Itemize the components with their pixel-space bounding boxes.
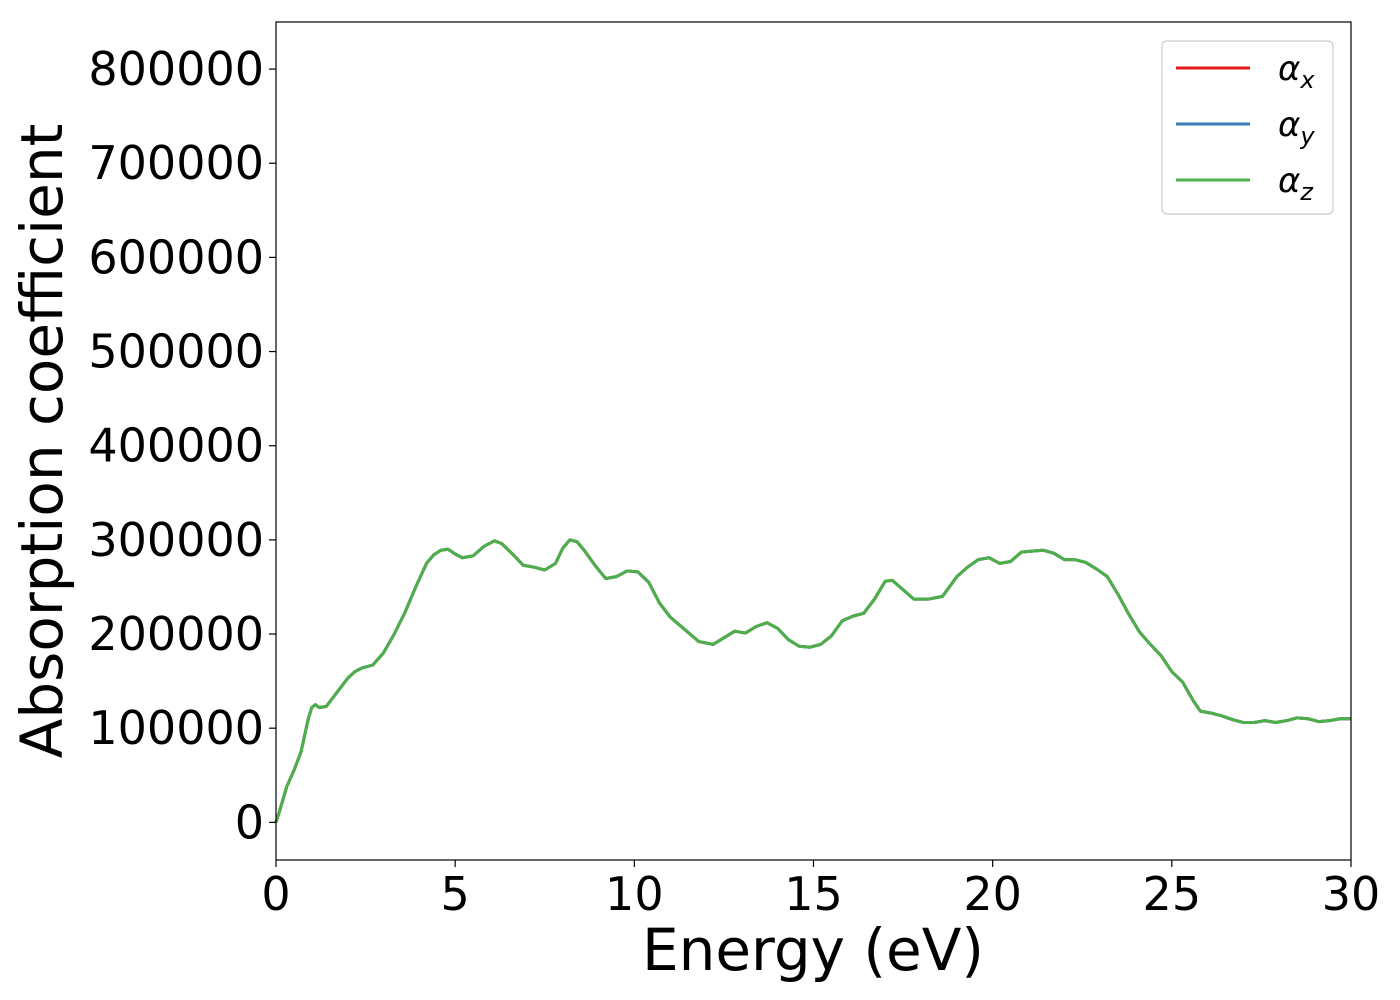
y-tick-label: 0 bbox=[235, 795, 264, 849]
y-tick-label: 200000 bbox=[88, 607, 264, 661]
x-tick-label: 20 bbox=[963, 867, 1022, 921]
legend: αx αy αz bbox=[1161, 40, 1334, 215]
x-tick-label: 15 bbox=[784, 867, 843, 921]
series-layer bbox=[274, 538, 1351, 823]
legend-box bbox=[1161, 40, 1334, 215]
x-tick-label: 0 bbox=[261, 867, 290, 921]
x-tick-label: 5 bbox=[441, 867, 470, 921]
y-tick-label: 600000 bbox=[88, 230, 264, 284]
y-tick-label: 500000 bbox=[88, 325, 264, 379]
legend-entries: αx αy αz bbox=[1176, 49, 1315, 206]
legend-label-y: αy bbox=[1278, 105, 1315, 150]
y-axis-ticks: 0 100000 200000 300000 400000 500000 600000 700… bbox=[88, 42, 276, 849]
series-line-z bbox=[274, 538, 1351, 823]
x-axis-ticks: 0 5 10 15 20 25 30 bbox=[261, 860, 1380, 921]
y-tick-label: 700000 bbox=[88, 136, 264, 190]
x-axis-label: Energy (eV) bbox=[642, 916, 984, 984]
y-axis-label: Absorption coefficient bbox=[8, 124, 76, 759]
legend-label-x: αx bbox=[1278, 49, 1315, 94]
y-tick-label: 300000 bbox=[88, 513, 264, 567]
x-tick-label: 10 bbox=[605, 867, 664, 921]
x-tick-label: 25 bbox=[1143, 867, 1202, 921]
legend-label-z: αz bbox=[1278, 161, 1314, 206]
y-tick-label: 800000 bbox=[88, 42, 264, 96]
x-tick-label: 30 bbox=[1322, 867, 1381, 921]
y-tick-label: 100000 bbox=[88, 701, 264, 755]
y-tick-label: 400000 bbox=[88, 419, 264, 473]
